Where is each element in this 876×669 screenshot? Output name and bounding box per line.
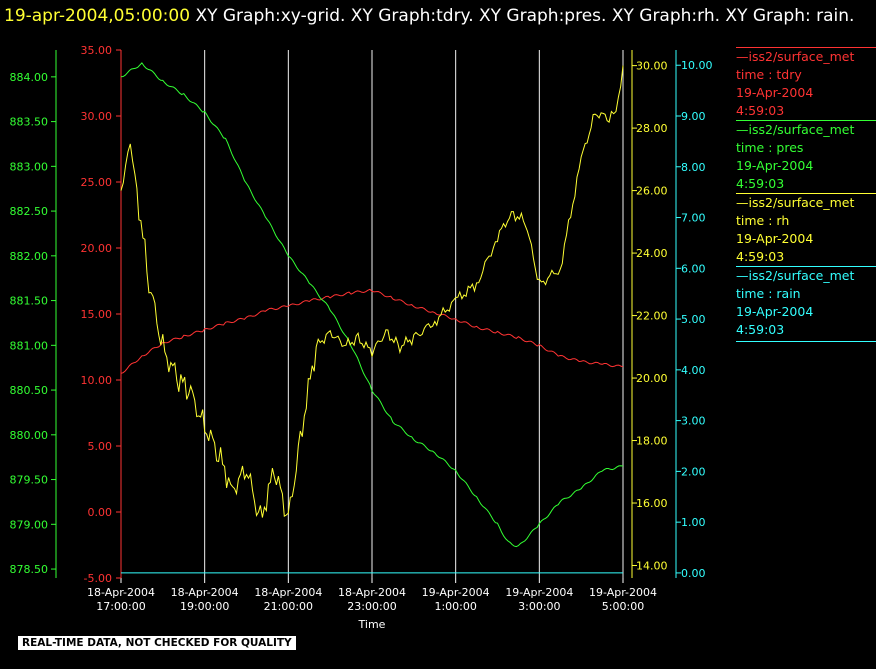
x-tick-label-time: 19:00:00 <box>180 600 229 613</box>
legend-date: 19-Apr-2004 <box>736 85 814 100</box>
legend-label: time : tdry <box>736 67 802 82</box>
x-tick-label-date: 19-Apr-2004 <box>589 586 657 599</box>
series-line-tdry <box>120 288 624 374</box>
y-tick-label-tdry: 10.00 <box>81 374 113 387</box>
y-tick-label-tdry: 25.00 <box>81 176 113 189</box>
legend-entry-rain: —iss2/surface_met time : rain 19-Apr-200… <box>736 266 876 342</box>
legend-time: 4:59:03 <box>736 103 785 118</box>
y-tick-label-rh: 22.00 <box>636 310 668 323</box>
legend-name: —iss2/surface_met <box>736 268 855 283</box>
y-tick-label-pres: 880.00 <box>10 429 49 442</box>
legend-name: —iss2/surface_met <box>736 195 855 210</box>
legend-name: —iss2/surface_met <box>736 49 855 64</box>
graph-title: 19-apr-2004,05:00:00 XY Graph:xy-grid. X… <box>4 2 864 30</box>
y-tick-label-pres: 884.00 <box>10 71 49 84</box>
legend-label: time : pres <box>736 140 804 155</box>
x-tick-label-date: 18-Apr-2004 <box>87 586 155 599</box>
legend-label: time : rh <box>736 213 790 228</box>
y-tick-label-rh: 16.00 <box>636 497 668 510</box>
y-tick-label-rain: 6.00 <box>681 262 706 275</box>
legend-entry-pres: —iss2/surface_met time : pres 19-Apr-200… <box>736 120 876 193</box>
series-line-rh <box>120 65 624 518</box>
legend-time: 4:59:03 <box>736 249 785 264</box>
y-tick-label-rh: 20.00 <box>636 372 668 385</box>
legend-date: 19-Apr-2004 <box>736 304 814 319</box>
y-tick-label-pres: 882.50 <box>10 205 49 218</box>
y-tick-label-rain: 9.00 <box>681 110 706 123</box>
y-tick-label-rain: 5.00 <box>681 313 706 326</box>
x-tick-label-date: 19-Apr-2004 <box>422 586 490 599</box>
legend-swatch <box>736 47 876 48</box>
x-tick-label-date: 18-Apr-2004 <box>338 586 406 599</box>
y-tick-label-rh: 24.00 <box>636 247 668 260</box>
y-tick-label-rain: 4.00 <box>681 364 706 377</box>
x-axis-label: Time <box>358 618 386 631</box>
y-tick-label-pres: 881.00 <box>10 339 49 352</box>
legend-swatch <box>736 266 876 267</box>
legend-end-line <box>736 341 876 342</box>
y-tick-label-rh: 28.00 <box>636 122 668 135</box>
x-tick-label-time: 3:00:00 <box>518 600 560 613</box>
y-tick-label-pres: 879.50 <box>10 474 49 487</box>
y-tick-label-rh: 18.00 <box>636 435 668 448</box>
y-tick-label-pres: 881.50 <box>10 295 49 308</box>
legend-entry-rh: —iss2/surface_met time : rh 19-Apr-2004 … <box>736 193 876 266</box>
y-tick-label-rh: 30.00 <box>636 60 668 73</box>
legend-swatch <box>736 120 876 121</box>
legend-time: 4:59:03 <box>736 322 785 337</box>
y-tick-label-rh: 26.00 <box>636 185 668 198</box>
timestamp: 19-apr-2004,05:00:00 <box>4 6 191 26</box>
y-tick-label-rh: 14.00 <box>636 560 668 573</box>
series-line-pres <box>120 62 624 548</box>
x-tick-label-time: 1:00:00 <box>434 600 476 613</box>
y-tick-label-rain: 0.00 <box>681 567 706 580</box>
legend-date: 19-Apr-2004 <box>736 231 814 246</box>
y-tick-label-pres: 882.00 <box>10 250 49 263</box>
legend-date: 19-Apr-2004 <box>736 158 814 173</box>
legend-time: 4:59:03 <box>736 176 785 191</box>
y-tick-label-rain: 3.00 <box>681 415 706 428</box>
y-tick-label-tdry: -5.00 <box>84 572 112 585</box>
y-tick-label-pres: 878.50 <box>10 563 49 576</box>
y-tick-label-rain: 1.00 <box>681 516 706 529</box>
x-tick-label-time: 17:00:00 <box>96 600 145 613</box>
y-tick-label-tdry: 0.00 <box>88 506 113 519</box>
y-tick-label-rain: 10.00 <box>681 59 713 72</box>
y-tick-label-pres: 880.50 <box>10 384 49 397</box>
legend-swatch <box>736 193 876 194</box>
x-tick-label-date: 19-Apr-2004 <box>505 586 573 599</box>
graph-names: XY Graph:xy-grid. XY Graph:tdry. XY Grap… <box>195 6 855 26</box>
y-tick-label-tdry: 35.00 <box>81 44 113 57</box>
legend-name: —iss2/surface_met <box>736 122 855 137</box>
y-tick-label-rain: 8.00 <box>681 161 706 174</box>
x-tick-label-date: 18-Apr-2004 <box>254 586 322 599</box>
y-tick-label-pres: 883.50 <box>10 116 49 129</box>
y-tick-label-tdry: 5.00 <box>88 440 113 453</box>
x-tick-label-date: 18-Apr-2004 <box>171 586 239 599</box>
x-tick-label-time: 23:00:00 <box>347 600 396 613</box>
legend-label: time : rain <box>736 286 801 301</box>
y-tick-label-tdry: 20.00 <box>81 242 113 255</box>
y-tick-label-tdry: 30.00 <box>81 110 113 123</box>
y-tick-label-rain: 2.00 <box>681 465 706 478</box>
legend-entry-tdry: —iss2/surface_met time : tdry 19-Apr-200… <box>736 47 876 120</box>
y-tick-label-pres: 879.00 <box>10 518 49 531</box>
y-tick-label-rain: 7.00 <box>681 212 706 225</box>
quality-disclaimer: REAL-TIME DATA, NOT CHECKED FOR QUALITY <box>18 636 296 650</box>
y-tick-label-tdry: 15.00 <box>81 308 113 321</box>
x-tick-label-time: 5:00:00 <box>602 600 644 613</box>
x-tick-label-time: 21:00:00 <box>264 600 313 613</box>
y-tick-label-pres: 883.00 <box>10 160 49 173</box>
